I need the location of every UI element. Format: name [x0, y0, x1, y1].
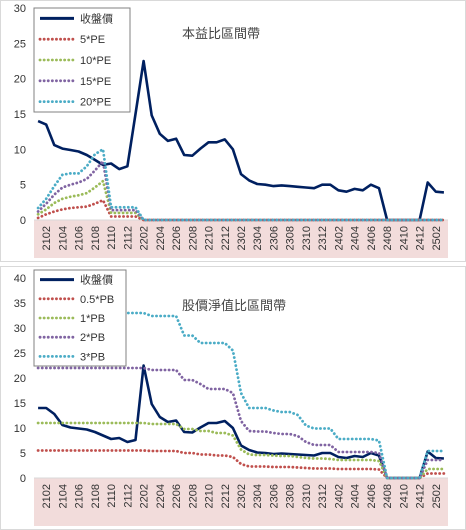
y-tick-label: 0 [20, 473, 26, 485]
x-tick-label: 2202 [139, 484, 151, 508]
x-tick-label: 2102 [41, 484, 53, 508]
x-tick-label: 2408 [382, 484, 394, 508]
y-tick-label: 30 [14, 3, 26, 15]
y-tick-label: 25 [14, 38, 26, 50]
y-tick-label: 40 [14, 273, 26, 285]
x-tick-label: 2306 [268, 226, 280, 250]
series-line-3 [36, 366, 446, 480]
series-line-4 [36, 311, 446, 480]
y-tick-label: 20 [14, 373, 26, 385]
y-tick-label: 30 [14, 323, 26, 335]
x-tick-label: 2312 [317, 484, 329, 508]
x-tick-label: 2204 [155, 484, 167, 508]
x-tick-label: 2206 [171, 226, 183, 250]
y-tick-label: 0 [20, 215, 26, 227]
x-tick-label: 2406 [366, 484, 378, 508]
x-tick-label: 2408 [382, 226, 394, 250]
legend: 收盤價 5*PE 10*PE 15*PE 20*PE [33, 7, 131, 113]
x-tick-label: 2412 [415, 484, 427, 508]
x-tick-label: 2212 [220, 226, 232, 250]
x-tick-label: 2104 [57, 484, 69, 508]
series-line-2 [36, 421, 446, 480]
y-tick-label: 5 [20, 448, 26, 460]
x-tick-label: 2304 [252, 484, 264, 508]
x-tick-label: 2302 [236, 226, 248, 250]
x-tick-label: 2206 [171, 484, 183, 508]
x-tick-label: 2410 [398, 226, 410, 250]
legend: 收盤價 0.5*PB 1*PB 2*PB 3*PB [33, 269, 127, 367]
legend-label-1: 0.5*PB [80, 294, 114, 306]
x-tick-label: 2304 [252, 226, 264, 250]
x-tick-label: 2404 [350, 484, 362, 508]
series-line-4 [36, 147, 446, 222]
x-tick-label: 2402 [333, 484, 345, 508]
x-tick-label: 2402 [333, 226, 345, 250]
x-tick-label: 2406 [366, 226, 378, 250]
y-tick-label: 35 [14, 298, 26, 310]
x-axis-band [34, 220, 448, 258]
series-line-1 [36, 449, 446, 480]
chart-title: 本益比區間帶 [182, 27, 260, 42]
x-tick-label: 2108 [90, 484, 102, 508]
x-tick-label: 2210 [204, 226, 216, 250]
series-line-0 [38, 364, 444, 480]
x-tick-label: 2112 [122, 226, 134, 250]
x-tick-label: 2412 [415, 226, 427, 250]
x-tick-label: 2108 [90, 226, 102, 250]
series-line-2 [36, 179, 446, 222]
legend-label-4: 3*PB [80, 351, 105, 363]
x-tick-label: 2308 [285, 484, 297, 508]
x-tick-label: 2310 [301, 484, 313, 508]
legend-label-1: 5*PE [80, 34, 105, 46]
chart-title: 股價淨值比區間帶 [182, 298, 286, 314]
x-axis-band [34, 478, 448, 526]
pb-band-chart: 0 5 10 15 20 25 30 35 40 2102 2104 2106 2108 2110 2112… [0, 266, 466, 530]
x-tick-label: 2308 [285, 226, 297, 250]
legend-label-3: 2*PB [80, 332, 105, 344]
y-tick-label: 10 [14, 423, 26, 435]
x-tick-label: 2204 [155, 226, 167, 250]
x-tick-label: 2110 [106, 226, 118, 250]
x-tick-label: 2106 [74, 484, 86, 508]
pb-band-chart-svg: 0 5 10 15 20 25 30 35 40 2102 2104 2106 2108 2110 2112… [0, 266, 466, 530]
x-tick-label: 2502 [431, 226, 443, 250]
x-tick-label: 2312 [317, 226, 329, 250]
x-tick-label: 2310 [301, 226, 313, 250]
x-tick-label: 2106 [74, 226, 86, 250]
y-tick-label: 15 [14, 398, 26, 410]
x-tick-label: 2110 [106, 484, 118, 508]
y-tick-label: 5 [20, 180, 26, 192]
x-tick-label: 2104 [57, 226, 69, 250]
legend-box [33, 7, 131, 113]
x-tick-label: 2112 [122, 484, 134, 508]
y-tick-label: 20 [14, 74, 26, 86]
y-tick-label: 25 [14, 348, 26, 360]
x-tick-label: 2202 [139, 226, 151, 250]
x-tick-label: 2502 [431, 484, 443, 508]
x-tick-label: 2306 [268, 484, 280, 508]
x-tick-label: 2302 [236, 484, 248, 508]
legend-label-0: 收盤價 [80, 273, 113, 287]
y-tick-label: 15 [14, 109, 26, 121]
x-tick-label: 2208 [187, 226, 199, 250]
pe-band-chart: 0 5 10 15 20 25 30 2102 2104 2106 2108 2110 2112 2202… [0, 0, 466, 262]
pe-band-chart-svg: 0 5 10 15 20 25 30 2102 2104 2106 2108 2110 2112 2202… [0, 0, 466, 262]
y-tick-label: 10 [14, 144, 26, 156]
x-tick-label: 2210 [204, 484, 216, 508]
x-tick-label: 2404 [350, 226, 362, 250]
x-tick-label: 2212 [220, 484, 232, 508]
legend-label-0: 收盤價 [80, 11, 113, 25]
legend-label-2: 10*PE [80, 55, 111, 67]
legend-label-2: 1*PB [80, 313, 105, 325]
x-tick-label: 2102 [41, 226, 53, 250]
x-tick-label: 2208 [187, 484, 199, 508]
x-tick-label: 2410 [398, 484, 410, 508]
legend-label-3: 15*PE [80, 76, 111, 88]
legend-label-4: 20*PE [80, 97, 111, 109]
